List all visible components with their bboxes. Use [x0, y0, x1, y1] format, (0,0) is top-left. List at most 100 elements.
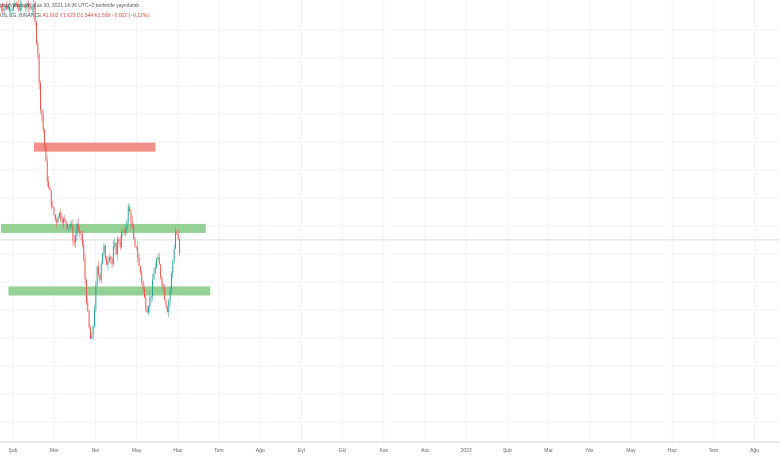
candle-body [125, 229, 127, 233]
candle-body [72, 225, 74, 241]
candle-body [146, 309, 148, 313]
candle-body [0, 6, 1, 8]
candle-body [26, 3, 28, 8]
time-axis-tick-label: Haz [668, 448, 677, 454]
candle-body [13, 5, 14, 10]
candle-body [34, 4, 36, 23]
candle-body [166, 306, 168, 312]
time-axis-tick-label: Nis [92, 448, 100, 454]
candle-body [15, 2, 17, 7]
candle-body [95, 284, 97, 310]
candle-body [142, 281, 144, 290]
candle-body [60, 212, 62, 220]
candle-body [75, 236, 77, 243]
time-axis-tick-label: Kas [379, 448, 388, 454]
candle-body [37, 43, 39, 55]
candle-body [79, 230, 81, 232]
candle-body [23, 5, 25, 8]
candle-body [3, 7, 5, 11]
candle-body [145, 297, 147, 310]
candle-body [91, 335, 93, 339]
candle-body [0, 7, 2, 10]
candle-body [176, 232, 178, 234]
candle-body [62, 218, 64, 223]
candle-body [129, 206, 131, 212]
candle-body [103, 245, 105, 253]
candle-body [154, 267, 156, 274]
candle-body [56, 219, 58, 223]
candle-body [111, 258, 113, 265]
candle-body [138, 257, 140, 267]
candle-body [71, 224, 73, 226]
candle-body [45, 145, 47, 161]
time-axis-tick-label: Şub [9, 448, 18, 454]
candle-body [67, 223, 68, 228]
candle-body [116, 239, 118, 255]
time-axis-tick-label: Tem [214, 448, 223, 454]
candle-body [85, 279, 87, 303]
candle-body [53, 207, 55, 215]
candle-body [141, 272, 143, 282]
time-axis-tick-label: Tem [709, 448, 718, 454]
candle-body [118, 239, 120, 242]
candle-body [89, 327, 91, 339]
candle-body [165, 300, 167, 307]
candle-body [130, 211, 132, 223]
time-axis-tick-label: Ara [421, 448, 429, 454]
time-axis-tick-label: Ağu [256, 448, 265, 454]
candle-body [153, 273, 155, 280]
candle-body [112, 246, 114, 265]
candle-body [69, 224, 71, 228]
candle-body [6, 5, 8, 10]
time-axis-tick-label: Şub [503, 448, 512, 454]
candle-body [8, 6, 10, 11]
time-axis-tick-label: 2022 [461, 448, 472, 454]
candle-body [164, 286, 166, 301]
candle-body [40, 82, 41, 110]
candle-body [80, 231, 82, 235]
candle-body [152, 279, 154, 297]
resistance-zone [33, 142, 156, 152]
candle-body [81, 234, 83, 245]
candle-body [30, 7, 32, 10]
candle-body [134, 238, 136, 247]
candle-body [126, 221, 128, 230]
candle-body [92, 326, 94, 336]
candle-body [115, 243, 117, 255]
candle-body [179, 238, 181, 254]
candle-body [58, 212, 60, 217]
candle-body [162, 286, 164, 287]
candle-body [57, 216, 59, 223]
candle-body [31, 8, 33, 10]
candle-body [127, 206, 129, 222]
candle-body [122, 231, 124, 233]
candle-body [48, 181, 50, 188]
candle-body [4, 5, 6, 8]
candle-body [14, 2, 16, 6]
candle-body [131, 222, 133, 227]
candle-body [173, 248, 175, 261]
time-axis-tick-label: Eyl [298, 448, 305, 454]
candle-body [177, 233, 179, 239]
candle-body [88, 310, 90, 328]
candle-body [98, 266, 100, 275]
candle-body [73, 240, 75, 243]
candle-body [84, 258, 86, 280]
ohlc-values: A1.602 Y1.629 D1.544 K1.599 −0.002 (−0.1… [42, 13, 149, 19]
candle-body [157, 257, 159, 260]
candle-body [11, 9, 13, 11]
candle-body [2, 9, 4, 11]
candle-body [77, 224, 79, 231]
candle-body [29, 6, 31, 8]
candle-body [19, 3, 21, 11]
candle-body [133, 226, 135, 239]
candle-body [94, 309, 95, 327]
candle-body [54, 214, 56, 220]
time-axis-tick-label: Mar [50, 448, 59, 454]
candle-body [168, 300, 170, 312]
candle-body [123, 231, 125, 233]
candle-body [107, 260, 109, 265]
candle-body [96, 266, 98, 285]
